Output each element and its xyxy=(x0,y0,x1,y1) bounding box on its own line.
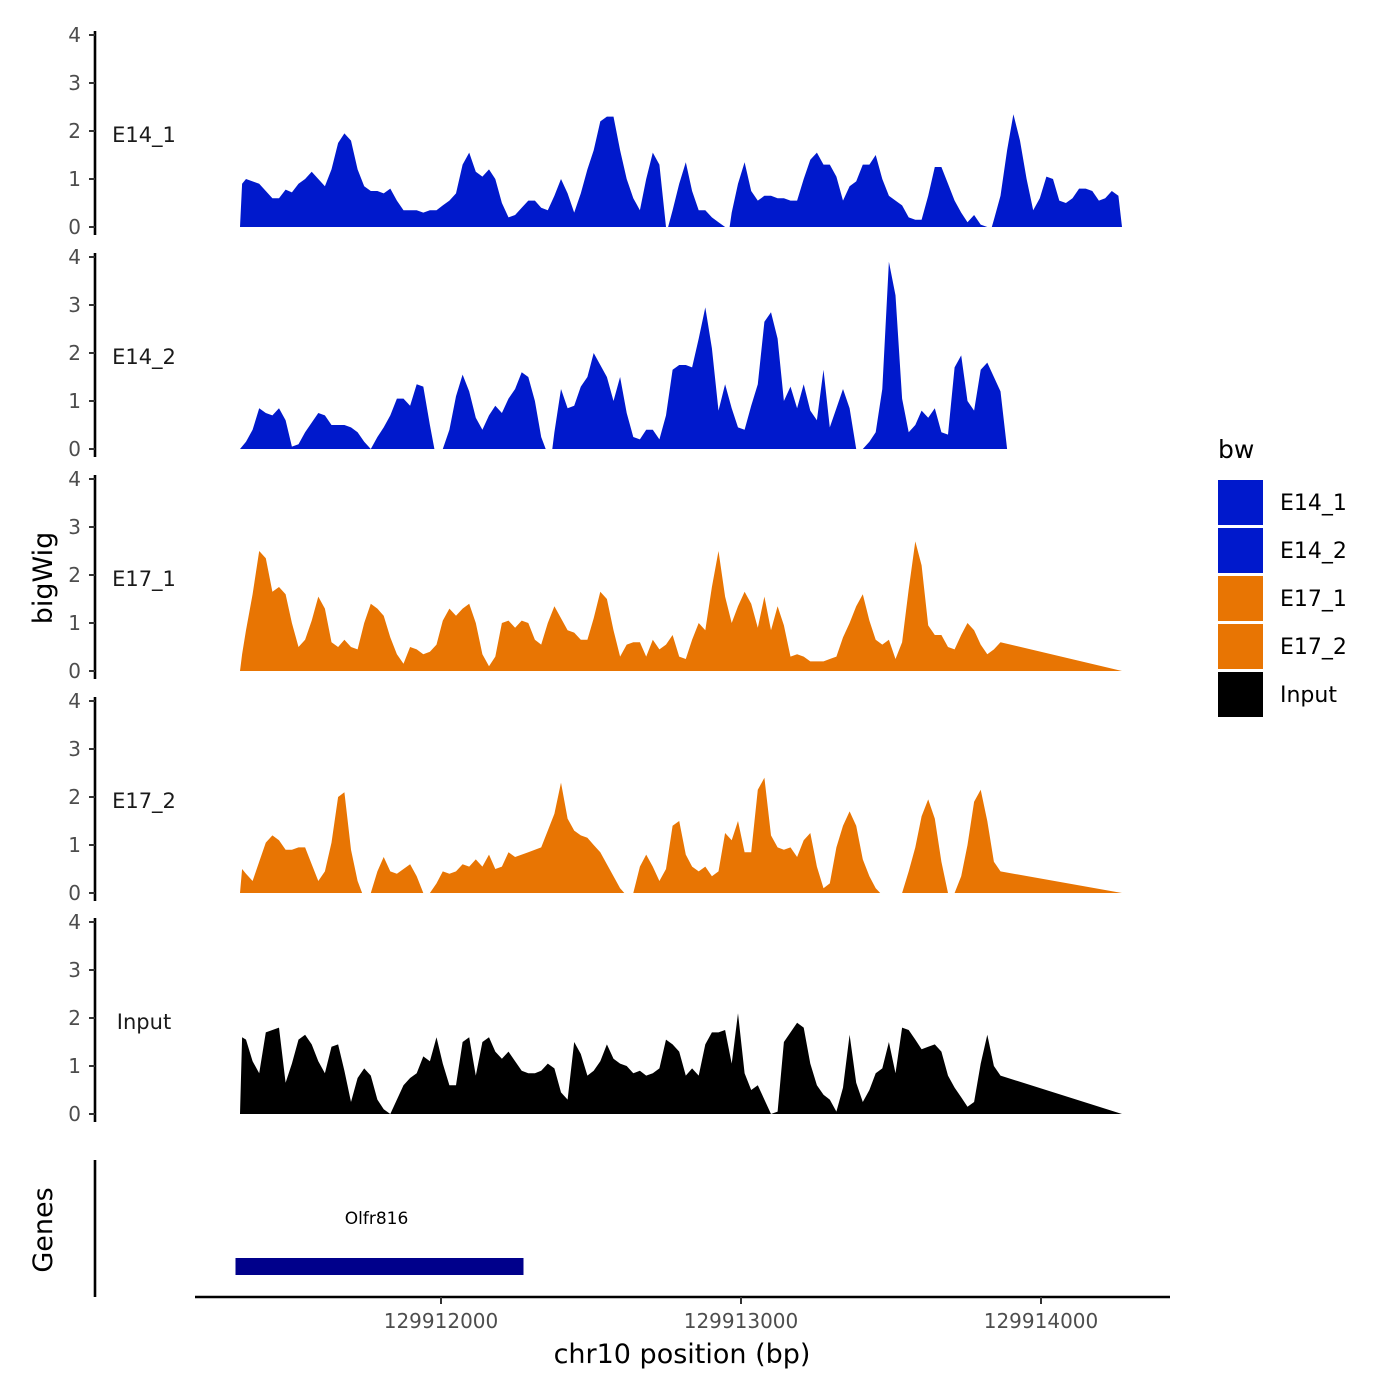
x-ticks-layer: 129912000 129913000 129914000 xyxy=(384,1297,1099,1333)
genes-layer: Olfr816 xyxy=(235,1209,524,1275)
y-tick-label-input-0: 0 xyxy=(68,1102,81,1126)
area-e14-1 xyxy=(240,114,1122,227)
legend-key-input xyxy=(1218,672,1263,717)
legend-label-input: Input xyxy=(1280,683,1337,708)
y-tick-label-e14-2-2: 2 xyxy=(68,341,81,365)
y-tick-label-input-1: 1 xyxy=(68,1054,81,1078)
y-tick-label-e17-1-4: 4 xyxy=(68,467,81,491)
track-label-e14-1: E14_1 xyxy=(112,123,176,148)
y-tick-label-e17-1-0: 0 xyxy=(68,659,81,683)
track-e17-1: 0 1 2 3 4 E17_1 xyxy=(68,467,1122,683)
y-tick-label-e14-2-1: 1 xyxy=(68,389,81,413)
gene-olfr816 xyxy=(235,1258,524,1275)
x-tick-label-129912000: 129912000 xyxy=(384,1309,499,1333)
x-tick-label-129914000: 129914000 xyxy=(984,1309,1099,1333)
track-label-e14-2: E14_2 xyxy=(112,345,176,370)
y-tick-label-e14-1-0: 0 xyxy=(68,215,81,239)
y-tick-label-e14-2-4: 4 xyxy=(68,245,81,269)
legend-key-e17-1 xyxy=(1218,576,1263,621)
y-tick-label-e17-2-3: 3 xyxy=(68,737,81,761)
x-axis-title: chr10 position (bp) xyxy=(554,1339,811,1370)
legend-label-e14-1: E14_1 xyxy=(1280,491,1347,516)
y-tick-label-e14-2-3: 3 xyxy=(68,293,81,317)
y-tick-label-e14-1-2: 2 xyxy=(68,119,81,143)
y-tick-label-e14-1-1: 1 xyxy=(68,167,81,191)
track-label-e17-2: E17_2 xyxy=(112,789,176,814)
tracks-layer: 0 1 2 3 4 E14_1 0 1 2 3 4 E14_2 0 1 2 3 4 E17_1 0 1 2 3 4 E17_2… xyxy=(68,23,1122,1126)
y-axis-title: bigWig xyxy=(28,532,59,625)
legend-title: bw xyxy=(1218,435,1254,464)
y-tick-label-input-3: 3 xyxy=(68,958,81,982)
track-e17-2: 0 1 2 3 4 E17_2 xyxy=(68,689,1122,905)
track-e14-1: 0 1 2 3 4 E14_1 xyxy=(68,23,1122,239)
legend-key-e17-2 xyxy=(1218,624,1263,669)
y-tick-label-e17-2-0: 0 xyxy=(68,881,81,905)
legend-label-e17-1: E17_1 xyxy=(1280,587,1347,612)
y-tick-label-e17-2-2: 2 xyxy=(68,785,81,809)
legend-label-e17-2: E17_2 xyxy=(1280,635,1347,660)
area-e14-2 xyxy=(240,261,1122,449)
y-tick-label-e17-1-2: 2 xyxy=(68,563,81,587)
y-tick-label-e17-2-1: 1 xyxy=(68,833,81,857)
gene-label-olfr816: Olfr816 xyxy=(345,1209,409,1229)
legend-label-e14-2: E14_2 xyxy=(1280,539,1347,564)
track-e14-2: 0 1 2 3 4 E14_2 xyxy=(68,245,1122,461)
y-tick-label-input-2: 2 xyxy=(68,1006,81,1030)
area-e17-2 xyxy=(240,777,1122,893)
track-label-e17-1: E17_1 xyxy=(112,567,176,592)
legend-items: E14_1 E14_2 E17_1 E17_2 Input xyxy=(1218,480,1347,717)
legend-key-e14-1 xyxy=(1218,480,1263,525)
y-tick-label-input-4: 4 xyxy=(68,910,81,934)
y-tick-label-e14-1-3: 3 xyxy=(68,71,81,95)
y-tick-label-e14-1-4: 4 xyxy=(68,23,81,47)
gene-panel-label: Genes xyxy=(28,1187,59,1272)
y-tick-label-e17-2-4: 4 xyxy=(68,689,81,713)
y-tick-label-e17-1-1: 1 xyxy=(68,611,81,635)
legend-key-e14-2 xyxy=(1218,528,1263,573)
x-axis: 129912000 129913000 129914000 chr10 positi… xyxy=(195,1295,1170,1370)
area-input xyxy=(240,1013,1122,1114)
x-tick-label-129913000: 129913000 xyxy=(684,1309,799,1333)
y-tick-label-e14-2-0: 0 xyxy=(68,437,81,461)
track-label-input: Input xyxy=(117,1010,171,1034)
y-tick-label-e17-1-3: 3 xyxy=(68,515,81,539)
gene-panel: Genes Olfr816 xyxy=(28,1160,524,1297)
track-input: 0 1 2 3 4 Input xyxy=(68,910,1122,1126)
area-e17-1 xyxy=(240,541,1122,671)
legend: bw E14_1 E14_2 E17_1 E17_2 Input xyxy=(1218,435,1347,717)
